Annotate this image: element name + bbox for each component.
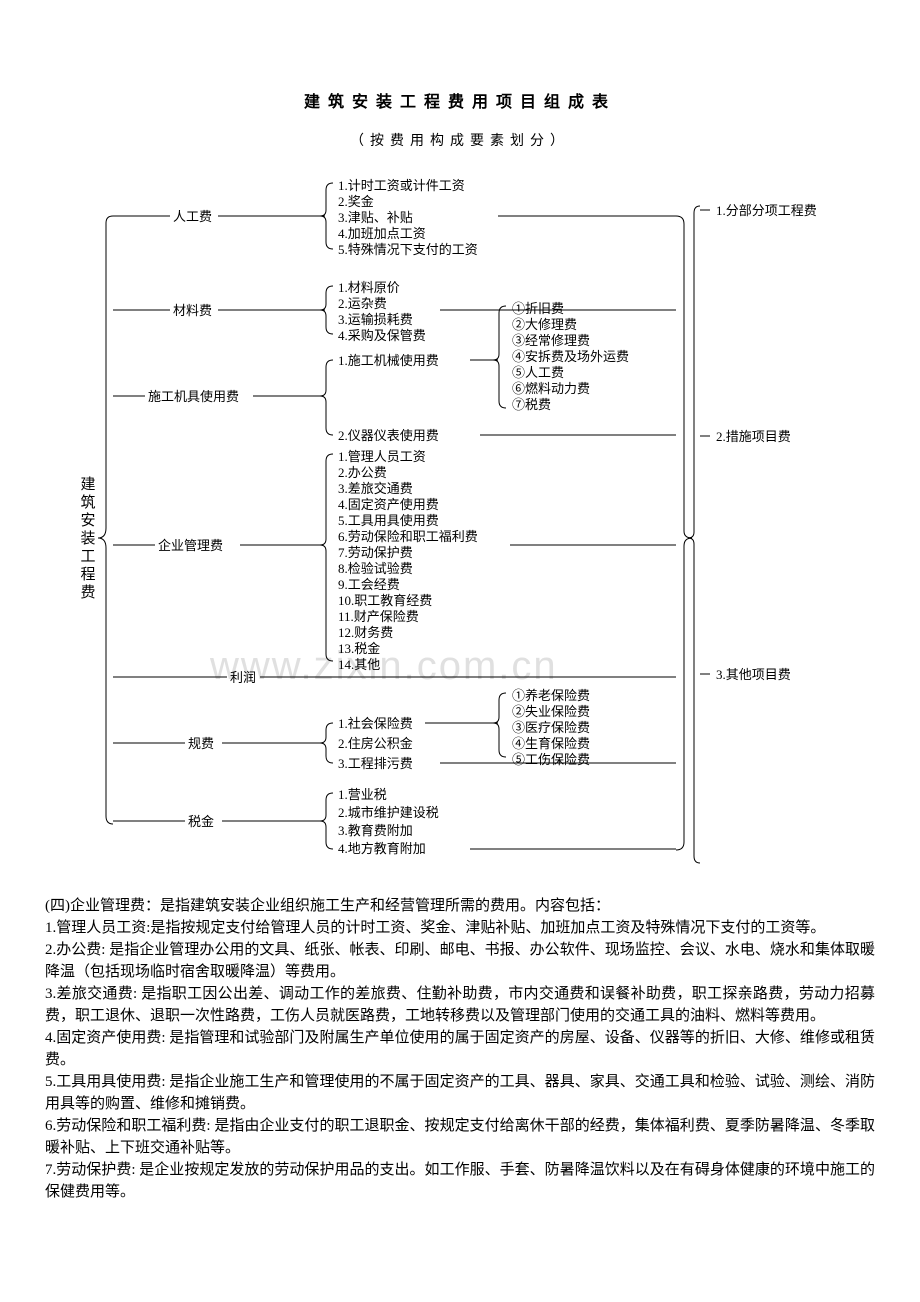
labor-2: 2.奖金 <box>338 194 374 209</box>
para-6: 6.劳动保险和职工福利费: 是指由企业支付的职工退职金、按规定支付给离休干部的经… <box>45 1115 875 1159</box>
mgmt-1: 1.管理人员工资 <box>338 449 426 464</box>
mach-sub-7: ⑦税费 <box>512 397 551 412</box>
lvl1-material: 材料费 <box>173 303 212 318</box>
guifei-2: 2.住房公积金 <box>338 736 413 751</box>
mgmt-5: 5.工具用具使用费 <box>338 513 439 528</box>
page-subtitle: （按费用构成要素划分） <box>0 130 920 150</box>
mach-sub-6: ⑥燃料动力费 <box>512 381 590 396</box>
para-0: (四)企业管理费：是指建筑安装企业组织施工生产和经营管理所需的费用。内容包括： <box>45 895 875 917</box>
mach-sub-3: ③经常修理费 <box>512 333 590 348</box>
mgmt-2: 2.办公费 <box>338 465 387 480</box>
shebao-2: ②失业保险费 <box>512 704 590 719</box>
guifei-3: 3.工程排污费 <box>338 756 413 771</box>
mgmt-6: 6.劳动保险和职工福利费 <box>338 529 478 544</box>
para-3: 3.差旅交通费: 是指职工因公出差、调动工作的差旅费、住勤补助费，市内交通费和误… <box>45 983 875 1027</box>
tax-1: 1.营业税 <box>338 787 387 802</box>
lvl1-labor: 人工费 <box>173 209 212 224</box>
material-3: 3.运输损耗费 <box>338 312 413 327</box>
diagram-area: www.zixin.com.cn 建筑安装工程费 <box>40 176 880 891</box>
mgmt-11: 11.财产保险费 <box>338 609 419 624</box>
mach-sub-2: ②大修理费 <box>512 317 577 332</box>
mgmt-14: 14.其他 <box>338 657 380 672</box>
mach-sub-4: ④安拆费及场外运费 <box>512 349 629 364</box>
paragraph-block: (四)企业管理费：是指建筑安装企业组织施工生产和经营管理所需的费用。内容包括： … <box>45 895 875 1203</box>
material-4: 4.采购及保管费 <box>338 328 426 343</box>
mgmt-12: 12.财务费 <box>338 625 393 640</box>
material-2: 2.运杂费 <box>338 296 387 311</box>
shebao-4: ④生育保险费 <box>512 736 590 751</box>
mach-sub-1: ①折旧费 <box>512 301 564 316</box>
mgmt-8: 8.检验试验费 <box>338 561 413 576</box>
page-title: 建筑安装工程费用项目组成表 <box>0 88 920 112</box>
shebao-3: ③医疗保险费 <box>512 720 590 735</box>
mgmt-9: 9.工会经费 <box>338 577 400 592</box>
labor-1: 1.计时工资或计件工资 <box>338 178 465 193</box>
mgmt-7: 7.劳动保护费 <box>338 545 413 560</box>
side-2: 2.措施项目费 <box>716 429 791 444</box>
tax-4: 4.地方教育附加 <box>338 841 426 856</box>
para-1: 1.管理人员工资:是指按规定支付给管理人员的计时工资、奖金、津贴补贴、加班加点工… <box>45 917 875 939</box>
labor-4: 4.加班加点工资 <box>338 226 426 241</box>
machine-2: 2.仪器仪表使用费 <box>338 428 439 443</box>
shebao-5: ⑤工伤保险费 <box>512 752 590 767</box>
lvl1-machine: 施工机具使用费 <box>148 389 239 404</box>
lvl1-mgmt: 企业管理费 <box>158 538 223 553</box>
lvl1-tax: 税金 <box>188 814 214 829</box>
mgmt-3: 3.差旅交通费 <box>338 481 413 496</box>
para-7: 7.劳动保护费: 是企业按规定发放的劳动保护用品的支出。如工作服、手套、防暑降温… <box>45 1159 875 1203</box>
lvl1-guifei: 规费 <box>188 736 214 751</box>
material-1: 1.材料原价 <box>338 280 400 295</box>
machine-1: 1.施工机械使用费 <box>338 353 439 368</box>
para-2: 2.办公费: 是指企业管理办公用的文具、纸张、帐表、印刷、邮电、书报、办公软件、… <box>45 939 875 983</box>
tax-3: 3.教育费附加 <box>338 823 413 838</box>
mach-sub-5: ⑤人工费 <box>512 365 564 380</box>
tax-2: 2.城市维护建设税 <box>338 805 439 820</box>
para-4: 4.固定资产使用费: 是指管理和试验部门及附属生产单位使用的属于固定资产的房屋、… <box>45 1027 875 1071</box>
side-3: 3.其他项目费 <box>716 667 791 682</box>
labor-5: 5.特殊情况下支付的工资 <box>338 242 478 257</box>
labor-3: 3.津贴、补贴 <box>338 210 413 225</box>
lvl1-profit: 利润 <box>230 670 256 685</box>
guifei-1: 1.社会保险费 <box>338 716 413 731</box>
para-5: 5.工具用具使用费: 是指企业施工生产和管理使用的不属于固定资产的工具、器具、家… <box>45 1071 875 1115</box>
side-1: 1.分部分项工程费 <box>716 203 817 218</box>
mgmt-4: 4.固定资产使用费 <box>338 497 439 512</box>
mgmt-10: 10.职工教育经费 <box>338 593 432 608</box>
mgmt-13: 13.税金 <box>338 641 380 656</box>
shebao-1: ①养老保险费 <box>512 688 590 703</box>
